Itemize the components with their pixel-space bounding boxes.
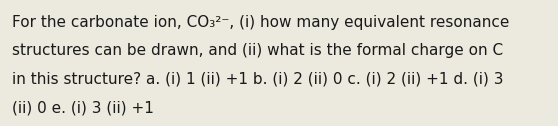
Text: in this structure? a. (i) 1 (ii) +1 b. (i) 2 (ii) 0 c. (i) 2 (ii) +1 d. (i) 3: in this structure? a. (i) 1 (ii) +1 b. (… bbox=[12, 72, 504, 87]
Text: For the carbonate ion, CO₃²⁻, (i) how many equivalent resonance: For the carbonate ion, CO₃²⁻, (i) how ma… bbox=[12, 15, 509, 30]
Text: (ii) 0 e. (i) 3 (ii) +1: (ii) 0 e. (i) 3 (ii) +1 bbox=[12, 100, 154, 115]
Text: structures can be drawn, and (ii) what is the formal charge on C: structures can be drawn, and (ii) what i… bbox=[12, 43, 503, 58]
